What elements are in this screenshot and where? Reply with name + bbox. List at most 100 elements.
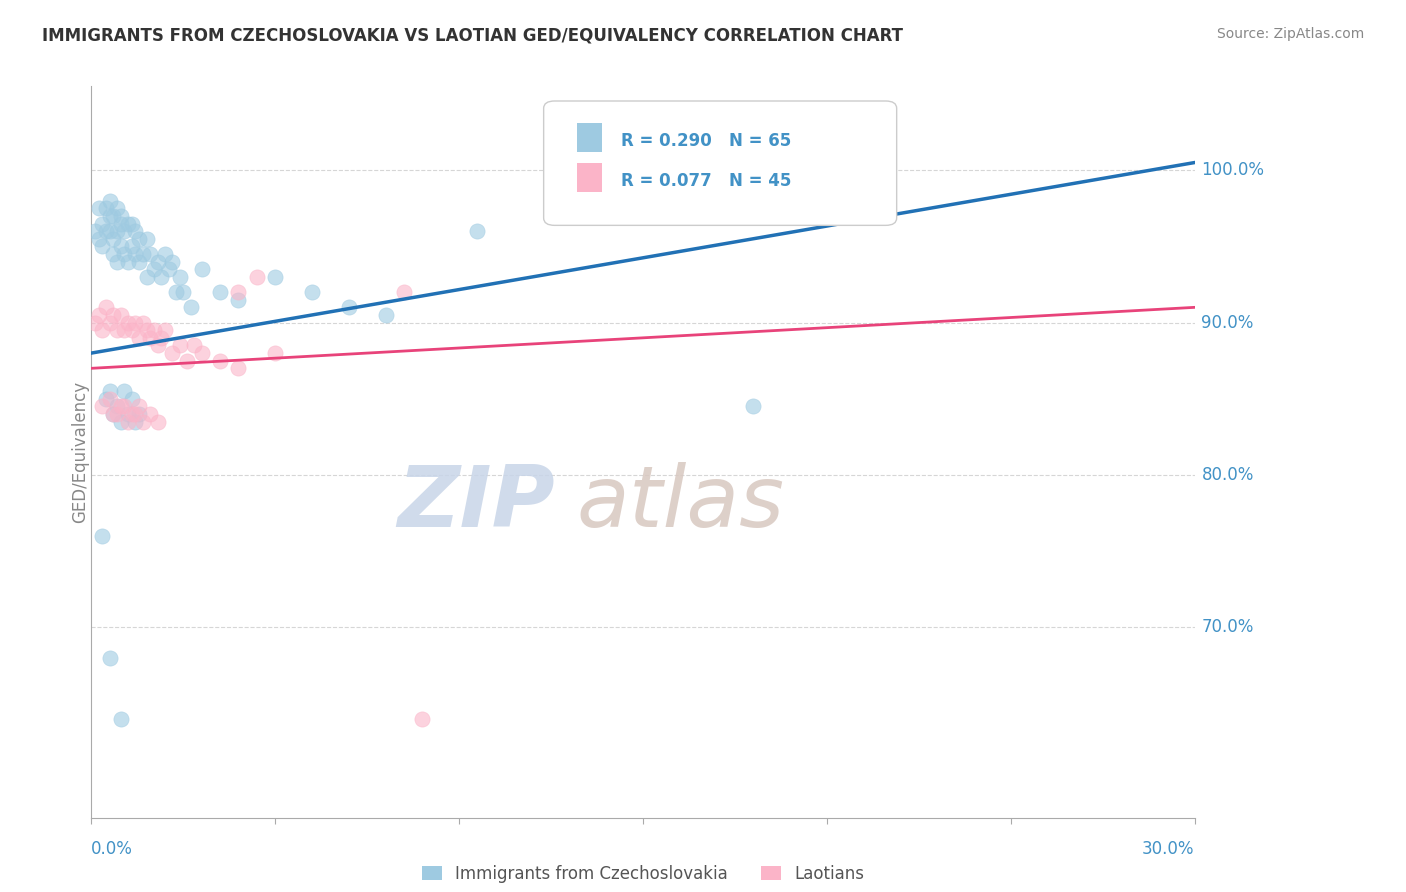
Point: [132, 247, 155, 261]
Legend: Immigrants from Czechoslovakia, Laotians: Immigrants from Czechoslovakia, Laotians: [422, 864, 865, 883]
Point: [121, 217, 143, 231]
Point: [94, 224, 117, 238]
Point: [110, 209, 132, 223]
Point: [98, 384, 121, 399]
Point: [135, 232, 157, 246]
FancyBboxPatch shape: [576, 123, 602, 153]
Point: [105, 224, 128, 238]
FancyBboxPatch shape: [544, 101, 897, 226]
Point: [124, 407, 146, 421]
Point: [190, 346, 212, 360]
Text: ZIP: ZIP: [396, 462, 555, 545]
Point: [87, 232, 110, 246]
Text: IMMIGRANTS FROM CZECHOSLOVAKIA VS LAOTIAN GED/EQUIVALENCY CORRELATION CHART: IMMIGRANTS FROM CZECHOSLOVAKIA VS LAOTIA…: [42, 27, 903, 45]
Point: [153, 323, 176, 337]
Point: [150, 331, 173, 345]
Point: [228, 285, 250, 299]
Point: [157, 262, 180, 277]
Point: [124, 224, 146, 238]
Text: R = 0.290   N = 65: R = 0.290 N = 65: [621, 132, 792, 150]
Point: [128, 232, 150, 246]
Point: [105, 202, 128, 216]
Point: [121, 239, 143, 253]
Point: [132, 316, 155, 330]
Point: [114, 400, 136, 414]
Point: [246, 269, 269, 284]
Point: [135, 269, 157, 284]
Point: [94, 392, 117, 406]
Point: [190, 262, 212, 277]
Text: 80.0%: 80.0%: [1202, 466, 1254, 484]
Point: [110, 217, 132, 231]
Point: [264, 269, 287, 284]
Point: [139, 331, 162, 345]
Text: 70.0%: 70.0%: [1202, 618, 1254, 636]
Point: [103, 209, 125, 223]
Point: [91, 400, 114, 414]
Point: [132, 415, 155, 429]
Point: [150, 269, 173, 284]
Point: [209, 353, 232, 368]
Point: [110, 400, 132, 414]
Point: [117, 316, 139, 330]
Point: [121, 323, 143, 337]
Point: [139, 247, 162, 261]
Point: [110, 712, 132, 726]
Point: [228, 293, 250, 307]
Point: [411, 712, 433, 726]
Point: [146, 415, 169, 429]
Point: [162, 346, 184, 360]
Point: [169, 269, 191, 284]
Point: [124, 247, 146, 261]
Text: 0.0%: 0.0%: [91, 840, 134, 858]
Point: [742, 400, 765, 414]
Point: [87, 202, 110, 216]
Y-axis label: GED/Equivalency: GED/Equivalency: [72, 381, 89, 524]
Point: [124, 316, 146, 330]
Point: [98, 651, 121, 665]
Point: [139, 407, 162, 421]
Point: [146, 254, 169, 268]
Point: [337, 301, 360, 315]
Point: [94, 301, 117, 315]
Point: [169, 338, 191, 352]
Point: [135, 323, 157, 337]
Point: [392, 285, 415, 299]
Point: [117, 217, 139, 231]
Point: [301, 285, 323, 299]
Point: [117, 415, 139, 429]
Point: [87, 308, 110, 322]
Point: [180, 301, 202, 315]
Point: [128, 400, 150, 414]
Text: R = 0.077   N = 45: R = 0.077 N = 45: [621, 172, 792, 191]
Point: [84, 316, 107, 330]
Text: 90.0%: 90.0%: [1202, 314, 1254, 332]
Point: [121, 407, 143, 421]
Point: [98, 392, 121, 406]
Point: [110, 415, 132, 429]
Point: [128, 407, 150, 421]
Point: [110, 239, 132, 253]
Point: [128, 254, 150, 268]
Point: [117, 254, 139, 268]
Point: [172, 285, 194, 299]
Point: [98, 224, 121, 238]
Point: [142, 262, 165, 277]
Point: [114, 384, 136, 399]
Point: [128, 331, 150, 345]
Text: atlas: atlas: [576, 462, 785, 545]
Point: [176, 353, 198, 368]
Point: [264, 346, 287, 360]
Point: [114, 247, 136, 261]
Point: [103, 232, 125, 246]
Text: 100.0%: 100.0%: [1202, 161, 1264, 179]
Point: [91, 239, 114, 253]
Point: [117, 407, 139, 421]
Point: [110, 308, 132, 322]
Point: [103, 407, 125, 421]
Point: [142, 323, 165, 337]
Point: [162, 254, 184, 268]
Point: [91, 529, 114, 543]
Point: [98, 209, 121, 223]
Point: [103, 308, 125, 322]
